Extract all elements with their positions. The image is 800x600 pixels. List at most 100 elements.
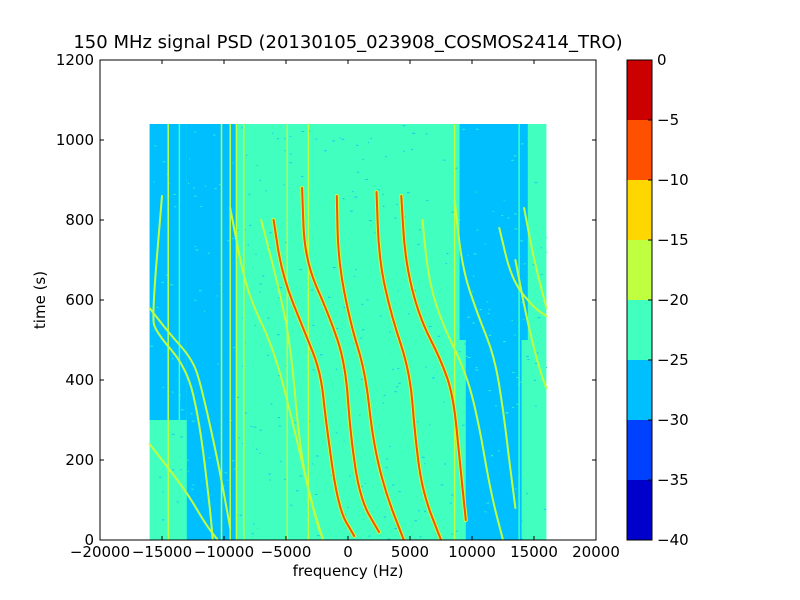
- signal-track: [301, 187, 380, 533]
- heatmap-speckle: [383, 516, 387, 518]
- heatmap-speckle: [515, 493, 518, 495]
- heatmap-speckle: [256, 448, 258, 450]
- x-tick-label: 15000: [510, 543, 558, 561]
- heatmap-speckle: [204, 310, 206, 312]
- heatmap-speckle: [162, 161, 166, 163]
- x-tick-label: −20000: [70, 543, 130, 561]
- heatmap-speckle: [352, 191, 354, 193]
- heatmap-speckle: [179, 469, 182, 471]
- heatmap-speckle: [389, 446, 392, 447]
- heatmap-band: [459, 124, 528, 340]
- heatmap-speckle: [353, 343, 355, 345]
- heatmap-speckle: [497, 207, 499, 209]
- heatmap-speckle: [264, 520, 266, 522]
- heatmap-speckle: [520, 538, 523, 540]
- heatmap-speckle: [232, 460, 235, 462]
- heatmap-speckle: [191, 420, 195, 422]
- heatmap-speckle: [484, 511, 487, 513]
- heatmap-speckle: [496, 275, 499, 277]
- heatmap-speckle: [267, 317, 270, 319]
- heatmap-speckle: [511, 159, 514, 161]
- heatmap-speckle: [489, 143, 491, 145]
- heatmap-speckle: [519, 222, 522, 224]
- heatmap-speckle: [172, 154, 174, 156]
- heatmap-speckle: [522, 484, 524, 486]
- heatmap-speckle: [417, 510, 420, 512]
- heatmap-speckle: [172, 469, 175, 471]
- heatmap-speckle: [514, 213, 517, 215]
- heatmap-speckle: [382, 193, 384, 195]
- heatmap-speckle: [419, 421, 421, 422]
- heatmap-speckle: [305, 219, 308, 221]
- heatmap-speckle: [532, 264, 535, 266]
- heatmap-speckle: [501, 215, 504, 217]
- heatmap-speckle: [374, 232, 376, 234]
- heatmap-speckle: [427, 450, 429, 451]
- heatmap-speckle: [459, 351, 461, 353]
- heatmap-speckle: [457, 326, 460, 328]
- heatmap-speckle: [339, 137, 341, 139]
- heatmap-band: [465, 340, 522, 540]
- heatmap-speckle: [238, 369, 242, 371]
- heatmap-speckle: [468, 357, 471, 358]
- heatmap-speckle: [385, 156, 388, 158]
- heatmap-speckle: [219, 283, 221, 285]
- heatmap-speckle: [161, 519, 165, 521]
- colorbar-segment: [627, 420, 652, 480]
- heatmap-speckle: [414, 520, 417, 522]
- heatmap-speckle: [312, 324, 315, 326]
- heatmap-texture: [150, 124, 548, 540]
- heatmap-speckle: [230, 338, 233, 340]
- heatmap-speckle: [279, 287, 282, 289]
- heatmap-speckle: [191, 488, 194, 490]
- heatmap-speckle: [391, 456, 394, 458]
- heatmap-speckle: [521, 302, 524, 304]
- heatmap-speckle: [437, 254, 439, 256]
- heatmap-speckle: [230, 471, 232, 473]
- heatmap-speckle: [516, 138, 519, 140]
- heatmap-speckle: [417, 243, 420, 245]
- heatmap-speckle: [355, 269, 357, 271]
- heatmap-speckle: [512, 450, 514, 452]
- heatmap-speckle: [352, 420, 354, 422]
- heatmap-speckle: [223, 485, 225, 487]
- heatmap-speckle: [180, 436, 184, 438]
- heatmap-speckle: [378, 518, 382, 520]
- x-tick-label: 10000: [448, 543, 496, 561]
- heatmap-speckle: [154, 145, 157, 147]
- heatmap-speckle: [414, 339, 418, 341]
- signal-track: [400, 195, 467, 521]
- heatmap-speckle: [520, 520, 523, 522]
- heatmap-speckle: [373, 513, 377, 515]
- heatmap-speckle: [503, 149, 506, 151]
- heatmap-speckle: [171, 391, 174, 393]
- heatmap-speckle: [182, 434, 185, 436]
- heatmap-speckle: [150, 167, 153, 168]
- heatmap-speckle: [311, 289, 314, 291]
- heatmap-speckle: [163, 313, 166, 314]
- heatmap-speckle: [158, 155, 161, 157]
- heatmap-speckle: [451, 211, 455, 213]
- heatmap-speckle: [504, 138, 507, 140]
- heatmap-speckle: [196, 144, 199, 146]
- colorbar-tick-label: −10: [657, 171, 689, 189]
- signal-track: [453, 199, 517, 509]
- heatmap-speckle: [300, 158, 304, 160]
- heatmap-speckle: [289, 153, 292, 155]
- heatmap-speckle: [368, 535, 371, 537]
- heatmap-speckle: [462, 128, 465, 130]
- colorbar-segment: [627, 60, 652, 120]
- heatmap-speckle: [541, 365, 544, 367]
- x-tick-label: −15000: [132, 543, 192, 561]
- heatmap-speckle: [239, 170, 241, 172]
- heatmap-speckle: [195, 383, 198, 385]
- colorbar-segment: [627, 180, 652, 240]
- heatmap-speckle: [360, 337, 362, 339]
- heatmap-speckle: [238, 165, 241, 167]
- heatmap-speckle: [432, 513, 436, 515]
- heatmap-speckle: [544, 236, 548, 238]
- heatmap-speckle: [251, 533, 254, 535]
- heatmap-speckle: [163, 499, 167, 500]
- heatmap-speckle: [368, 220, 372, 222]
- heatmap-speckle: [207, 322, 210, 324]
